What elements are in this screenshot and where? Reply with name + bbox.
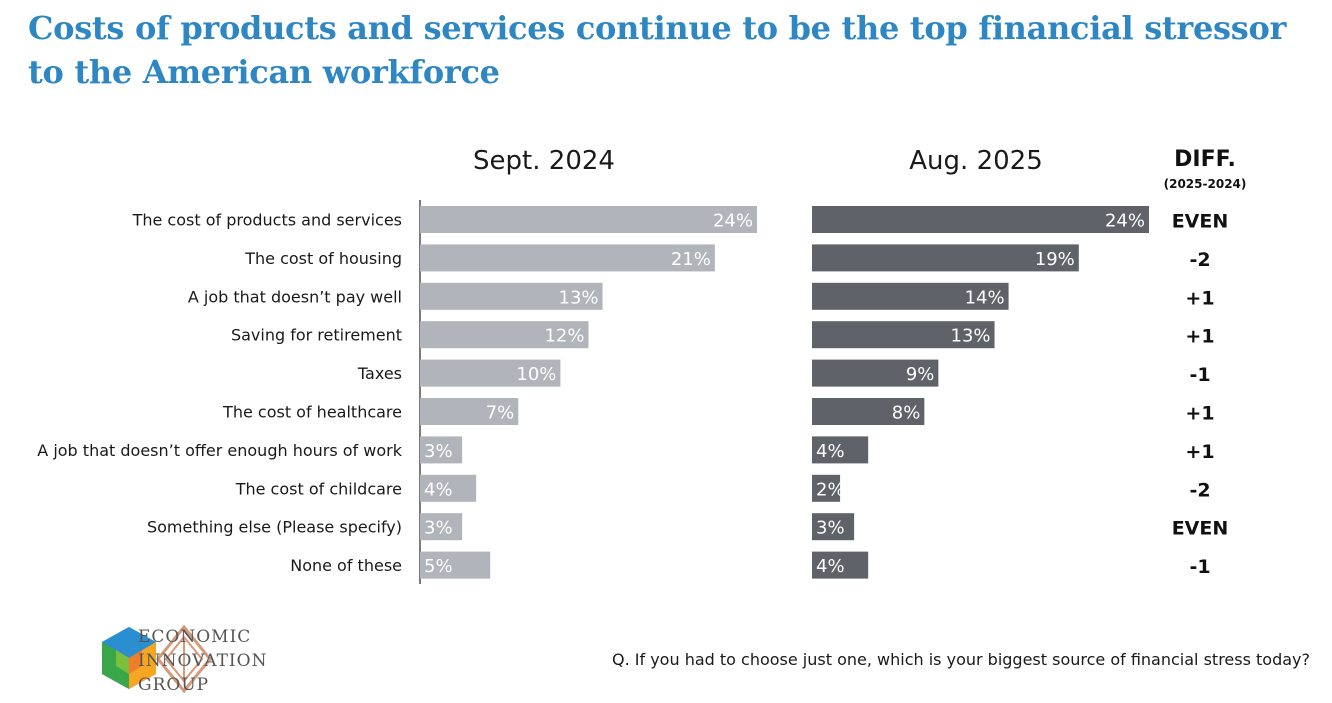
data-label: 19%: [1035, 249, 1075, 270]
eig-logo-text: ECONOMIC INNOVATION GROUP: [138, 627, 268, 695]
bar-aug-2025: [812, 206, 1149, 233]
bar-sept-2024: [420, 206, 757, 233]
data-label: 13%: [559, 287, 599, 308]
bar-sept-2024: [420, 513, 463, 541]
data-label: 5%: [424, 556, 453, 577]
data-label: 24%: [1105, 211, 1145, 232]
bar-sept-2024: [420, 398, 519, 425]
data-label: 3%: [424, 518, 453, 539]
diff-subheader: (2025-2024): [1164, 177, 1247, 191]
data-label: 13%: [951, 326, 991, 347]
data-label: 8%: [892, 403, 921, 424]
category-label: The cost of childcare: [235, 479, 402, 498]
data-label: 21%: [671, 249, 711, 270]
bar-aug-2025: [812, 321, 995, 349]
category-label: None of these: [290, 556, 402, 575]
category-label: The cost of housing: [244, 249, 402, 268]
bar-chart: Sept. 2024 Aug. 2025 DIFF. (2025-2024) The c…: [37, 146, 1247, 584]
bar-aug-2025: [812, 551, 869, 579]
data-label: 9%: [906, 364, 935, 385]
data-label: 10%: [516, 364, 556, 385]
bar-aug-2025: [812, 398, 925, 425]
eig-logo-icon: [102, 624, 212, 694]
diff-value: -1: [1189, 556, 1210, 578]
bar-sept-2024: [420, 359, 561, 387]
category-label: Saving for retirement: [231, 326, 402, 345]
category-label: A job that doesn’t pay well: [188, 287, 402, 306]
diff-value: +1: [1185, 287, 1214, 309]
bar-aug-2025: [812, 359, 939, 387]
data-label: 2%: [816, 479, 845, 500]
data-label: 4%: [816, 556, 845, 577]
data-label: 4%: [424, 479, 453, 500]
diff-value: -2: [1189, 249, 1210, 271]
diff-value: +1: [1185, 326, 1214, 348]
diff-value: EVEN: [1172, 211, 1229, 233]
bar-sept-2024: [420, 551, 491, 579]
category-label: Something else (Please specify): [147, 518, 402, 537]
series-header-0: Sept. 2024: [473, 146, 615, 176]
bar-aug-2025: [812, 474, 841, 502]
bar-sept-2024: [420, 436, 463, 464]
diff-value: +1: [1185, 403, 1214, 425]
data-label: 4%: [816, 441, 845, 462]
diff-value: -1: [1189, 364, 1210, 386]
data-label: 7%: [486, 403, 515, 424]
bar-aug-2025: [812, 244, 1079, 272]
diff-value: +1: [1185, 441, 1214, 463]
bar-aug-2025: [812, 282, 1009, 310]
category-label: A job that doesn’t offer enough hours of…: [37, 441, 402, 460]
data-label: 24%: [713, 211, 753, 232]
bar-sept-2024: [420, 321, 589, 349]
bar-sept-2024: [420, 282, 603, 310]
category-label: The cost of healthcare: [222, 403, 402, 422]
series-header-1: Aug. 2025: [909, 146, 1042, 176]
data-label: 3%: [816, 518, 845, 539]
bar-sept-2024: [420, 474, 477, 502]
data-label: 14%: [965, 287, 1005, 308]
chart-title: Costs of products and services continue …: [28, 9, 1287, 91]
diff-value: EVEN: [1172, 518, 1229, 540]
bar-aug-2025: [812, 513, 855, 541]
diff-header: DIFF.: [1174, 147, 1236, 172]
survey-question: Q. If you had to choose just one, which …: [612, 650, 1310, 669]
data-label: 12%: [544, 326, 584, 347]
diff-value: -2: [1189, 479, 1210, 501]
data-label: 3%: [424, 441, 453, 462]
bar-aug-2025: [812, 436, 869, 464]
category-label: The cost of products and services: [132, 211, 402, 230]
bar-sept-2024: [420, 244, 715, 272]
category-label: Taxes: [357, 364, 402, 383]
